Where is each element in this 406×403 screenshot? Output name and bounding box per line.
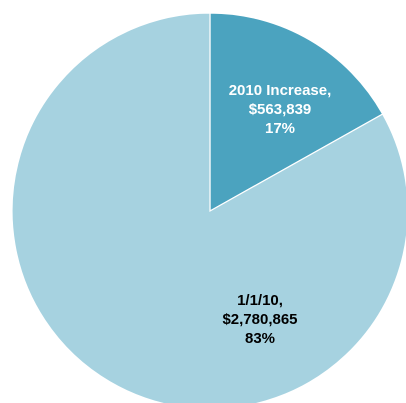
pie-labels: 2010 Increase, $563,839 17% 1/1/10, $2,780,8… [222,82,331,347]
slice-percent-label-2: 83% [245,330,275,347]
slice-value-label-2: $2,780,865 [222,311,297,328]
pie-slices [11,12,406,403]
pie-slice-1 [209,12,384,213]
slice-label-2: 1/1/10, [237,292,283,309]
slice-label-1: 2010 Increase, [229,82,332,99]
pie-slice-2 [11,12,406,403]
slice-value-label-1: $563,839 [249,101,312,118]
slice-percent-label-1: 17% [265,120,295,137]
